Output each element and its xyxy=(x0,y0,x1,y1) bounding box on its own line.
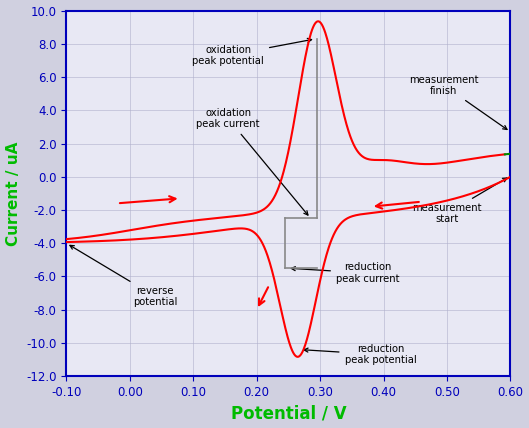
Text: reverse
potential: reverse potential xyxy=(70,245,177,307)
Text: measurement
start: measurement start xyxy=(412,178,507,224)
X-axis label: Potential / V: Potential / V xyxy=(231,404,346,422)
Text: oxidation
peak potential: oxidation peak potential xyxy=(192,39,312,66)
Text: reduction
peak potential: reduction peak potential xyxy=(304,344,416,366)
Text: reduction
peak current: reduction peak current xyxy=(291,262,399,284)
Y-axis label: Current / uA: Current / uA xyxy=(6,141,21,246)
Text: measurement
finish: measurement finish xyxy=(409,74,507,130)
Text: oxidation
peak current: oxidation peak current xyxy=(196,108,308,215)
